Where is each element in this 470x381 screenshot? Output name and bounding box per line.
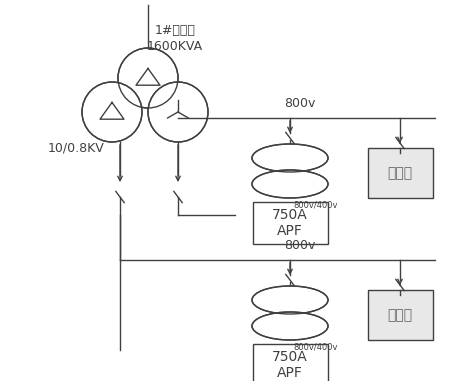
Ellipse shape [252, 286, 328, 314]
Bar [368, 148, 433, 198]
Circle shape [82, 82, 142, 142]
Circle shape [148, 82, 208, 142]
Text: 10/0.8KV: 10/0.8KV [48, 141, 105, 155]
Text: 加热机: 加热机 [387, 308, 413, 322]
Ellipse shape [252, 312, 328, 340]
Text: 1#变压器: 1#变压器 [155, 24, 196, 37]
Ellipse shape [252, 170, 328, 198]
Bar [368, 290, 433, 340]
Text: 800v/400v: 800v/400v [293, 342, 337, 351]
Text: 1600KVA: 1600KVA [147, 40, 203, 53]
Ellipse shape [252, 144, 328, 172]
Text: 800v: 800v [284, 239, 316, 252]
Circle shape [118, 48, 178, 108]
Bar [253, 202, 328, 244]
Text: 800v: 800v [284, 97, 316, 110]
Text: 750A
APF: 750A APF [272, 350, 308, 380]
Bar [253, 344, 328, 381]
Text: 750A
APF: 750A APF [272, 208, 308, 238]
Text: 加热机: 加热机 [387, 166, 413, 180]
Text: 800v/400v: 800v/400v [293, 200, 337, 209]
